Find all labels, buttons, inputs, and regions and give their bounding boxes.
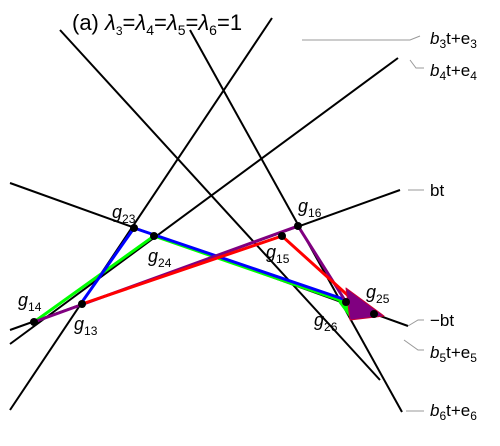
title-prefix: (a) [72,10,105,35]
label-b5: b5t+e5 [430,343,477,365]
label-bt: bt [430,181,444,200]
title-sym-4: λ [134,10,146,35]
title-sym-3: λ [104,10,116,35]
lines [9,17,409,413]
dot-g26 [342,298,350,306]
dots [30,222,378,326]
red-path [81,234,366,312]
title-op-4: = [154,10,167,35]
point-labels: g23 g24 g16 g15 g14 g13 g25 g26 [18,196,390,338]
label-b4: b4t+e4 [430,61,477,83]
dot-g13 [78,300,86,308]
title: (a) λ3=λ4=λ5=λ6=1 [72,10,242,38]
title-op-5: = [185,10,198,35]
leader-neg-bt [407,319,424,327]
leader-b5 [403,339,424,351]
line-b3 [59,29,381,381]
title-sym-5: λ [166,10,178,35]
dot-g14 [30,318,38,326]
line-b6 [189,29,403,413]
label-b3: b3t+e3 [430,29,477,51]
label-g25: g25 [366,282,390,306]
dot-g23 [130,224,138,232]
dot-g15 [278,232,286,240]
label-b6: b6t+e6 [430,401,477,423]
title-sub-5: 5 [178,22,186,38]
title-sub-3: 3 [116,24,123,38]
dot-g16 [294,222,302,230]
label-neg-bt: −bt [430,311,454,330]
label-g15: g15 [266,242,290,266]
label-g16: g16 [298,196,322,220]
label-g14: g14 [18,290,42,314]
leaders [302,35,424,412]
title-sub-4: 4 [146,22,154,38]
title-op-3: = [123,10,136,35]
leader-b3 [302,35,421,41]
dot-g25 [370,310,378,318]
line-b5 [9,17,273,411]
label-g24: g24 [148,246,172,270]
dot-g24 [150,232,158,240]
title-sub-6: 6 [209,22,217,38]
label-g13: g13 [74,314,98,338]
label-g23: g23 [112,202,136,226]
title-sym-6: λ [197,10,209,35]
label-g26: g26 [314,310,338,334]
leader-b4 [409,59,424,69]
line-labels: b3t+e3 b4t+e4 bt −bt b5t+e5 b6t+e6 [430,29,477,423]
line-b4 [9,57,399,345]
colored-paths [33,224,385,324]
title-op-6: =1 [217,10,242,35]
